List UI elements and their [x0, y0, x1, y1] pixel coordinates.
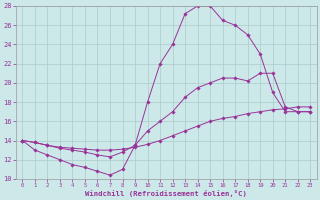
- X-axis label: Windchill (Refroidissement éolien,°C): Windchill (Refroidissement éolien,°C): [85, 190, 247, 197]
